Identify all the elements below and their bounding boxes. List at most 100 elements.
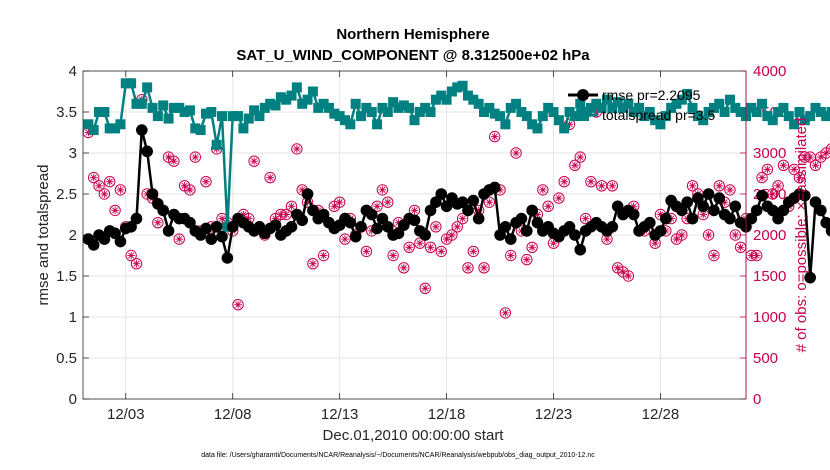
data-file-footnote: data file: /Users/gharamti/Documents/NCA…: [201, 452, 595, 459]
totalspread-point: [757, 98, 768, 109]
obs-assimilated-point: [747, 251, 756, 260]
rmse-point: [574, 243, 587, 256]
obs-assimilated-point: [779, 161, 788, 170]
obs-possible-point: [772, 180, 784, 192]
obs-assimilated-point: [421, 284, 429, 293]
rmse-point: [643, 216, 656, 229]
obs-possible-point: [467, 245, 480, 258]
obs-possible-point: [419, 282, 431, 294]
totalspread-point: [206, 107, 217, 117]
rmse-point: [804, 271, 816, 284]
totalspread-point: [136, 98, 147, 109]
obs-assimilated-point: [105, 177, 114, 186]
rmse-point: [750, 204, 763, 217]
rmse-point: [419, 229, 431, 241]
rmse-point: [355, 221, 367, 233]
obs-possible-point: [456, 212, 469, 225]
totalspread-point: [382, 107, 393, 117]
rmse-point: [697, 200, 710, 213]
obs-possible-point: [521, 253, 533, 266]
obs-assimilated-point: [330, 202, 339, 211]
obs-assimilated-point: [202, 177, 210, 186]
rmse-point: [659, 212, 672, 225]
totalspread-point: [495, 111, 506, 122]
totalspread-point: [270, 100, 281, 111]
rmse-point: [114, 235, 127, 248]
totalspread-point: [174, 102, 185, 113]
left-tick-label: 4: [69, 63, 77, 80]
obs-assimilated-point: [458, 214, 467, 223]
totalspread-point: [505, 102, 516, 113]
rmse-point: [745, 212, 758, 225]
rmse-point: [216, 230, 228, 243]
obs-possible-point: [478, 262, 490, 274]
obs-possible-point: [499, 307, 512, 319]
totalspread-point: [623, 98, 634, 109]
obs-assimilated-point: [389, 251, 397, 260]
totalspread-point: [618, 102, 629, 113]
rmse-point: [424, 204, 437, 217]
obs-assimilated-point: [549, 239, 558, 247]
totalspread-point: [671, 98, 682, 109]
obs-possible-point: [98, 188, 111, 200]
totalspread-point: [644, 107, 655, 117]
rmse-point: [777, 204, 790, 217]
totalspread-point: [532, 123, 543, 134]
obs-possible-point: [339, 233, 351, 245]
obs-possible-point: [724, 184, 736, 196]
obs-assimilated-point: [180, 182, 189, 190]
right-tick-label: 1500: [753, 268, 786, 285]
obs-possible-point: [414, 237, 426, 249]
totalspread-point: [703, 107, 714, 117]
totalspread-point: [152, 111, 163, 122]
obs-assimilated-point: [293, 145, 301, 153]
totalspread-point: [110, 123, 121, 134]
rmse-point: [766, 204, 779, 217]
obs-possible-point: [435, 245, 447, 258]
obs-possible-point: [184, 184, 196, 196]
rmse-point: [365, 208, 378, 221]
totalspread-point: [436, 90, 447, 101]
x-axis-ticks: 12/03 12/08 12/13 12/18 12/23 12/28: [107, 71, 679, 423]
obs-possible-point: [152, 217, 164, 229]
totalspread-point: [393, 102, 404, 113]
obs-possible-point: [777, 159, 790, 172]
obs-possible-point: [264, 171, 276, 184]
obs-assimilated-point: [89, 173, 98, 182]
totalspread-point: [115, 119, 126, 130]
obs-possible-point: [558, 176, 570, 188]
obs-assimilated-point: [448, 231, 456, 239]
rmse-point: [435, 188, 448, 200]
totalspread-point: [388, 97, 399, 108]
totalspread-point: [259, 102, 270, 113]
rmse-point: [467, 194, 480, 207]
rmse-point: [462, 204, 474, 217]
rmse-point: [611, 200, 624, 213]
totalspread-point: [190, 123, 201, 134]
totalspread-point: [361, 102, 372, 113]
obs-assimilated-point: [186, 186, 194, 194]
obs-possible-point: [232, 299, 244, 311]
totalspread-point: [377, 102, 388, 113]
obs-assimilated-point: [817, 153, 825, 161]
totalspread-point: [821, 111, 830, 122]
totalspread-point: [297, 98, 308, 109]
obs-assimilated-point: [464, 264, 472, 272]
obs-assimilated-point: [95, 182, 103, 190]
totalspread-point: [404, 102, 415, 113]
rmse-point: [456, 196, 469, 208]
obs-assimilated-point: [576, 153, 585, 161]
totalspread-point: [724, 94, 735, 105]
obs-possible-point: [574, 151, 586, 163]
totalspread-point: [735, 107, 746, 117]
obs-possible-point: [189, 151, 201, 163]
obs-possible-point: [729, 229, 742, 241]
obs-possible-point: [489, 130, 501, 143]
totalspread-point: [511, 98, 522, 109]
rmse-point: [702, 188, 715, 200]
totalspread-point: [339, 115, 350, 126]
totalspread-point: [585, 102, 596, 113]
obs-assimilated-point: [383, 198, 392, 206]
left-tick-label: 1.5: [56, 268, 77, 285]
